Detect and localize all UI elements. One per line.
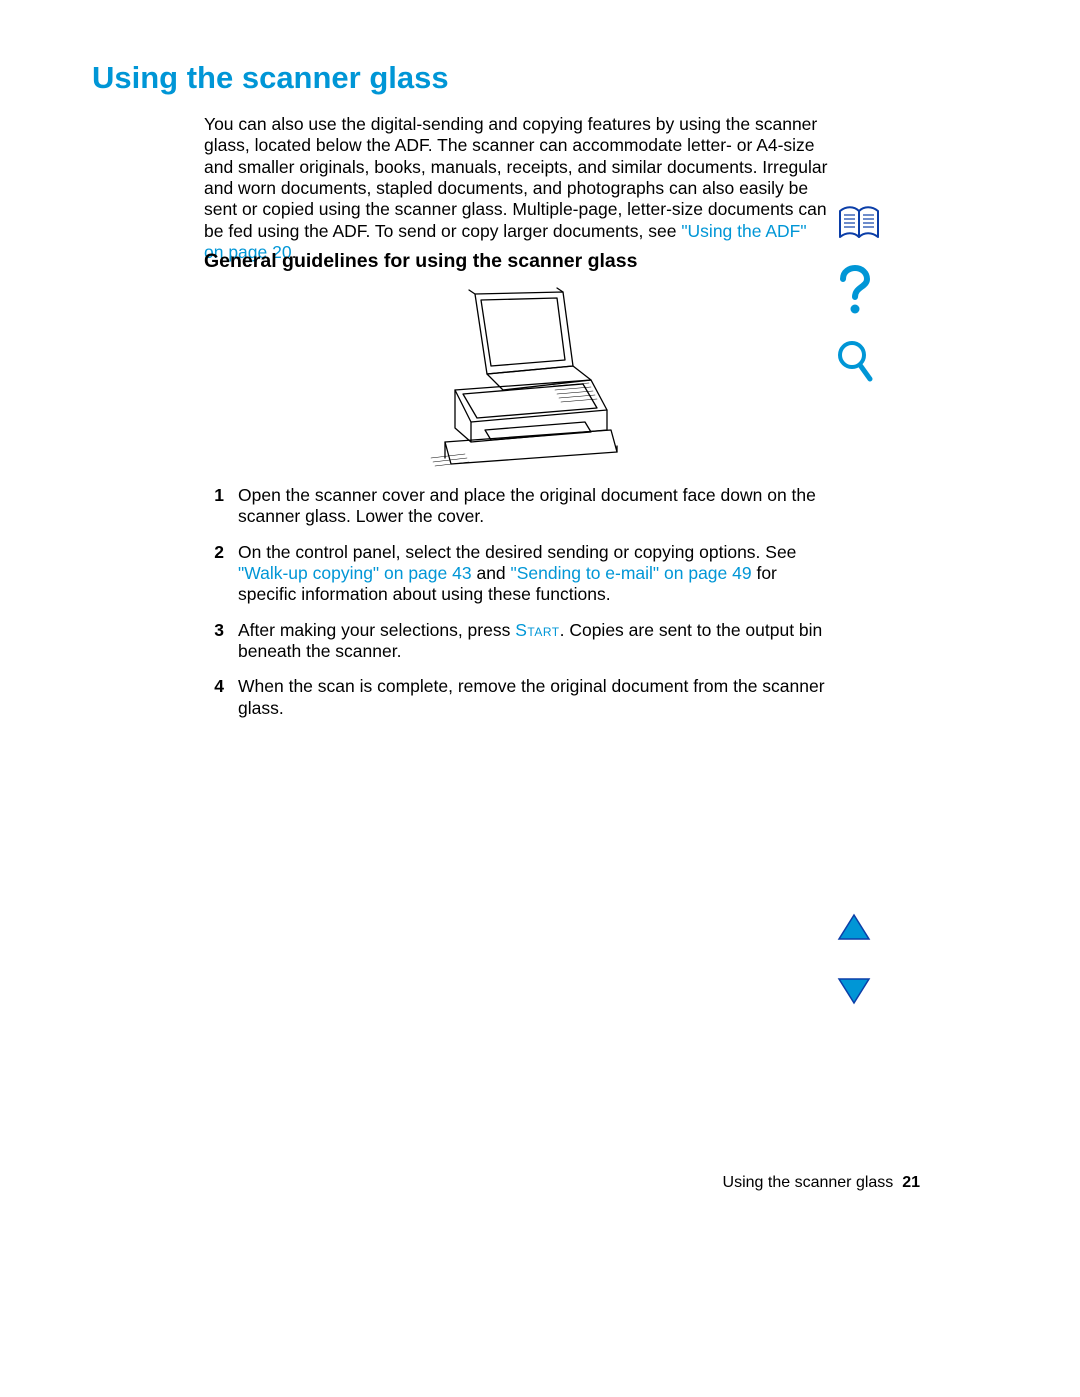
page-footer: Using the scanner glass 21 — [723, 1174, 920, 1192]
step-item: 4When the scan is complete, remove the o… — [204, 676, 829, 719]
step-body: After making your selections, press Star… — [238, 620, 829, 663]
step-item: 1Open the scanner cover and place the or… — [204, 485, 829, 528]
cross-ref-link[interactable]: "Sending to e-mail" on page 49 — [511, 563, 752, 583]
scanner-illustration — [395, 282, 645, 472]
step-number: 3 — [204, 620, 238, 663]
step-text: When the scan is complete, remove the or… — [238, 676, 825, 717]
search-icon[interactable] — [836, 339, 876, 387]
step-text: Open the scanner cover and place the ori… — [238, 485, 816, 526]
key-label: Start — [515, 620, 559, 640]
step-text: On the control panel, select the desired… — [238, 542, 796, 562]
footer-label: Using the scanner glass — [723, 1174, 894, 1191]
page-down-icon[interactable] — [836, 976, 872, 1006]
page-up-icon[interactable] — [836, 912, 872, 942]
page-title: Using the scanner glass — [92, 60, 449, 96]
step-body: Open the scanner cover and place the ori… — [238, 485, 829, 528]
help-icon[interactable] — [836, 265, 874, 317]
step-item: 2On the control panel, select the desire… — [204, 542, 829, 606]
page-nav — [836, 912, 876, 1006]
footer-page-number: 21 — [902, 1174, 920, 1191]
cross-ref-link[interactable]: "Walk-up copying" on page 43 — [238, 563, 472, 583]
book-icon[interactable] — [836, 203, 882, 243]
document-page: Using the scanner glass You can also use… — [0, 0, 1080, 1397]
step-number: 4 — [204, 676, 238, 719]
steps-list: 1Open the scanner cover and place the or… — [204, 485, 829, 733]
step-body: On the control panel, select the desired… — [238, 542, 829, 606]
step-number: 2 — [204, 542, 238, 606]
sidebar-icons — [836, 203, 886, 409]
step-item: 3After making your selections, press Sta… — [204, 620, 829, 663]
intro-paragraph: You can also use the digital-sending and… — [204, 114, 829, 263]
step-text: and — [472, 563, 511, 583]
section-subheading: General guidelines for using the scanner… — [204, 250, 637, 273]
step-body: When the scan is complete, remove the or… — [238, 676, 829, 719]
step-text: After making your selections, press — [238, 620, 515, 640]
step-number: 1 — [204, 485, 238, 528]
